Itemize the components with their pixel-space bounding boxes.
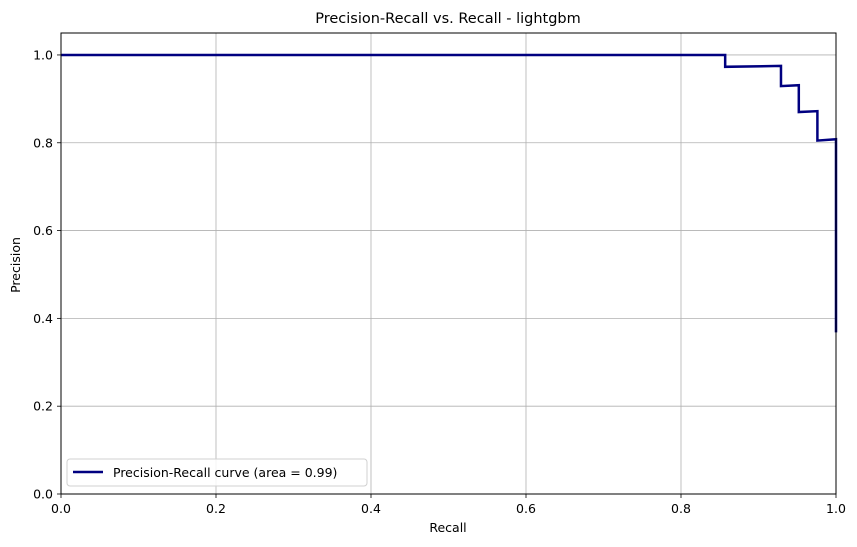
legend-label: Precision-Recall curve (area = 0.99) [113,465,337,480]
plot-frame [60,32,837,495]
x-tick-label: 1.0 [826,501,846,516]
y-tick-label: 0.2 [33,399,53,414]
series-line [61,53,838,333]
y-tick-label: 0.4 [33,311,53,326]
x-tick-label: 0.6 [516,501,536,516]
ticks: 0.0 0.2 0.4 0.6 0.8 1.0 0.0 0.2 0.4 0.6 0.8 1.0 [33,47,846,516]
legend-box [66,458,368,487]
x-tick-label: 0.8 [671,501,691,516]
y-tick-label: 0.0 [33,487,53,502]
y-tick-label: 0.6 [33,223,53,238]
x-tick-label: 0.2 [206,501,226,516]
x-tick-label: 0.0 [51,501,71,516]
y-tick-label: 0.8 [33,135,53,150]
y-tick-label: 1.0 [33,47,53,62]
series-layer [61,53,838,333]
x-tick-label: 0.4 [361,501,381,516]
y-axis-label: Precision [8,237,23,293]
x-axis-label: Recall [429,520,466,535]
chart-title: Precision-Recall vs. Recall - lightgbm [315,11,581,27]
legend: Precision-Recall curve (area = 0.99) [66,458,368,487]
grid [60,33,837,495]
